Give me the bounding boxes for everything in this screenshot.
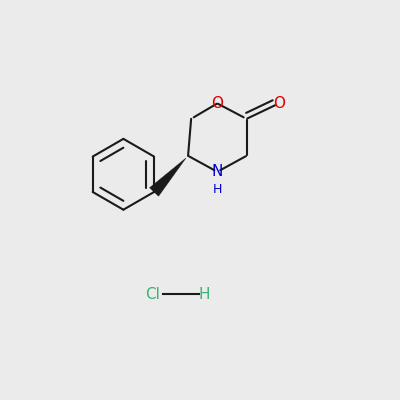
Text: Cl: Cl xyxy=(145,287,160,302)
Text: H: H xyxy=(199,287,210,302)
Polygon shape xyxy=(150,158,186,196)
Text: H: H xyxy=(213,183,222,196)
Text: N: N xyxy=(212,164,223,179)
Text: O: O xyxy=(273,96,285,111)
Text: O: O xyxy=(211,96,223,111)
